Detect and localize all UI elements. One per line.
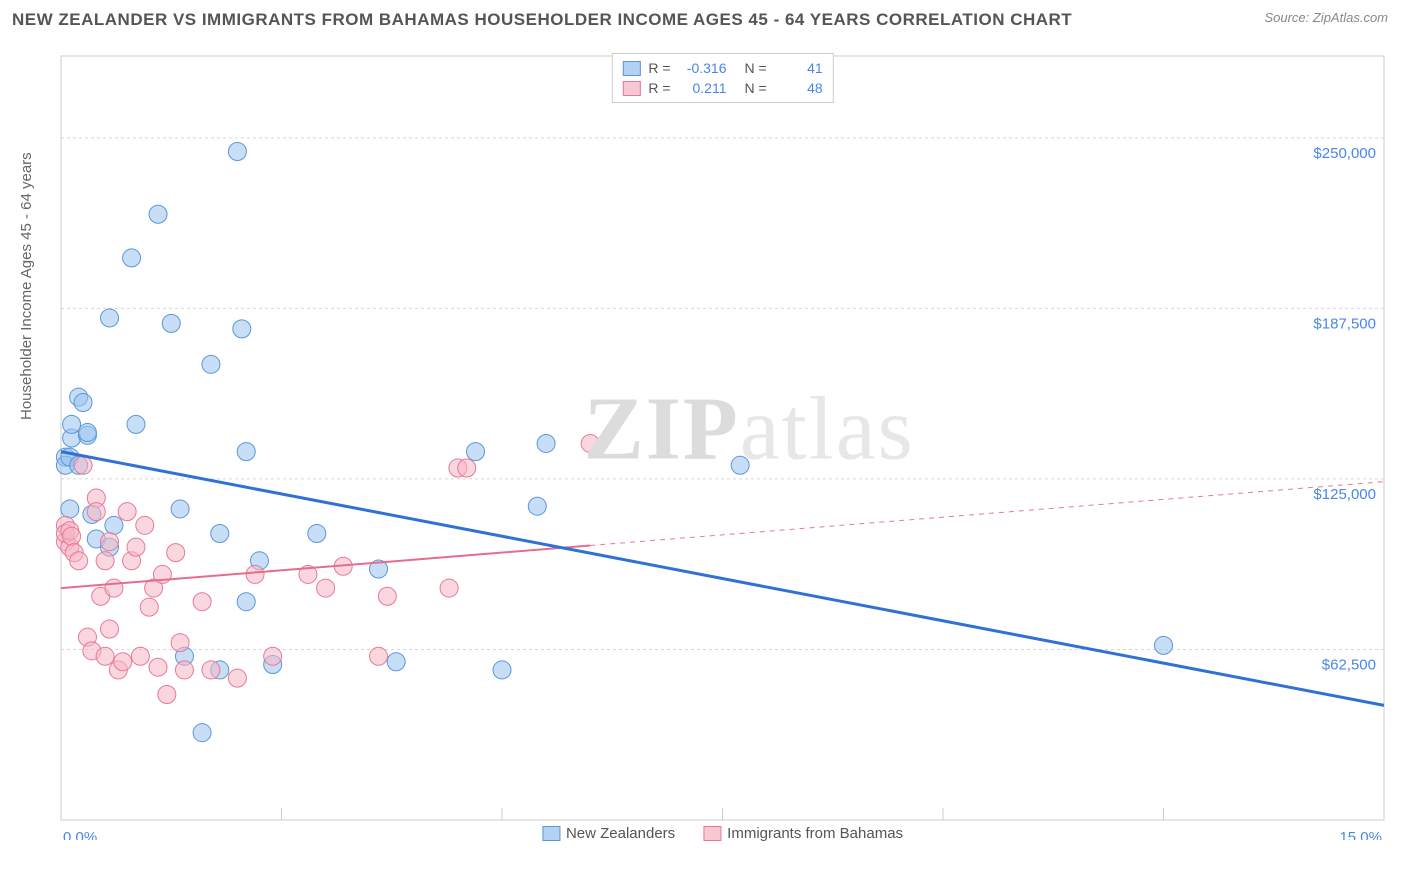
svg-text:$62,500: $62,500	[1322, 656, 1376, 673]
svg-text:0.0%: 0.0%	[63, 829, 97, 840]
y-axis-label: Householder Income Ages 45 - 64 years	[18, 152, 35, 420]
plot-area: ZIPatlas $62,500$125,000$187,500$250,000…	[55, 50, 1390, 840]
legend-swatch-pink	[622, 81, 640, 96]
legend-row-pink: R = 0.211 N = 48	[622, 78, 822, 98]
legend-item-blue: New Zealanders	[542, 825, 675, 842]
title-bar: NEW ZEALANDER VS IMMIGRANTS FROM BAHAMAS…	[0, 0, 1406, 36]
legend-swatch-pink-icon	[703, 826, 721, 841]
svg-text:$187,500: $187,500	[1313, 315, 1376, 332]
legend-swatch-blue-icon	[542, 826, 560, 841]
chart-title: NEW ZEALANDER VS IMMIGRANTS FROM BAHAMAS…	[12, 10, 1072, 30]
svg-text:15.0%: 15.0%	[1339, 829, 1382, 840]
scatter-chart: $62,500 $125,000 $187,500 $250,000 0.0% 15.0%	[55, 50, 1390, 840]
source-label: Source: ZipAtlas.com	[1264, 10, 1388, 25]
svg-text:$250,000: $250,000	[1313, 145, 1376, 162]
series-legend: New Zealanders Immigrants from Bahamas	[542, 825, 903, 842]
legend-item-pink: Immigrants from Bahamas	[703, 825, 903, 842]
legend-row-blue: R = -0.316 N = 41	[622, 58, 822, 78]
svg-text:$125,000: $125,000	[1313, 486, 1376, 503]
legend-swatch-blue	[622, 61, 640, 76]
correlation-legend: R = -0.316 N = 41 R = 0.211 N = 48	[611, 53, 833, 103]
